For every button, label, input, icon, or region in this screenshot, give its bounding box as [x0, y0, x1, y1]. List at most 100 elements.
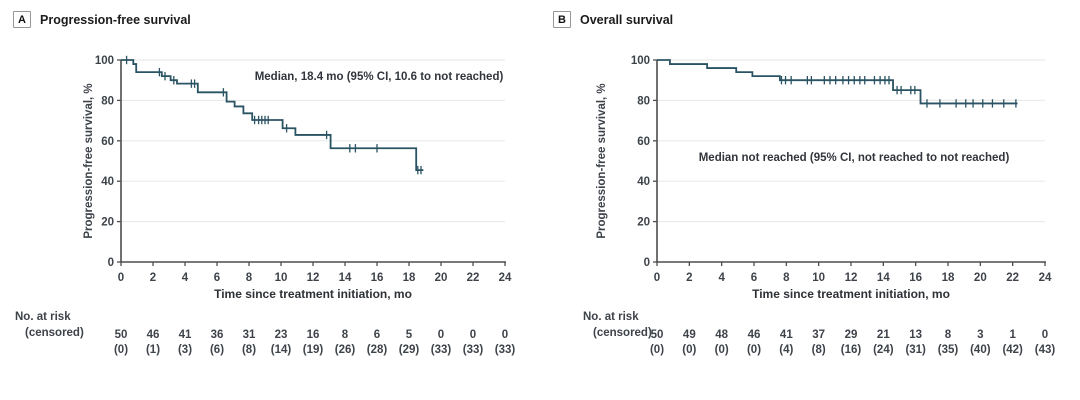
risk-at-risk-value: 0	[502, 329, 508, 341]
risk-censored-value: (0)	[650, 344, 664, 356]
panel-a-no-at-risk-label: No. at risk	[15, 311, 71, 323]
risk-censored-value: (0)	[114, 344, 128, 356]
panel-a-x-axis-label: Time since treatment initiation, mo	[214, 287, 412, 301]
risk-at-risk-value: 50	[651, 329, 664, 341]
x-tick-label: 18	[942, 272, 955, 284]
x-tick-label: 12	[307, 272, 320, 284]
x-tick-label: 22	[1006, 272, 1019, 284]
risk-at-risk-value: 0	[438, 329, 444, 341]
x-tick-label: 18	[403, 272, 416, 284]
risk-censored-value: (33)	[463, 344, 484, 356]
risk-censored-value: (8)	[812, 344, 826, 356]
y-tick-label: 60	[101, 136, 114, 148]
panel-b-letter-badge: B	[553, 11, 571, 28]
x-tick-label: 22	[467, 272, 480, 284]
risk-at-risk-value: 8	[342, 329, 349, 341]
risk-censored-value: (3)	[178, 344, 192, 356]
y-tick-label: 20	[101, 217, 114, 229]
panel-b-header: B Overall survival	[553, 11, 673, 28]
risk-at-risk-value: 21	[877, 329, 890, 341]
risk-at-risk-value: 50	[115, 329, 128, 341]
panel-b-title: Overall survival	[580, 12, 674, 27]
risk-censored-value: (28)	[367, 344, 388, 356]
risk-censored-value: (8)	[242, 344, 256, 356]
risk-censored-value: (43)	[1035, 344, 1056, 356]
risk-censored-value: (0)	[682, 344, 696, 356]
x-tick-label: 16	[909, 272, 922, 284]
x-tick-label: 14	[877, 272, 890, 284]
risk-at-risk-value: 3	[977, 329, 983, 341]
x-tick-label: 10	[275, 272, 288, 284]
risk-censored-value: (33)	[495, 344, 516, 356]
risk-at-risk-value: 8	[945, 329, 952, 341]
panel-a-censored-label: (censored)	[25, 327, 84, 339]
y-tick-label: 0	[644, 257, 650, 269]
x-tick-label: 2	[686, 272, 692, 284]
y-tick-label: 20	[637, 217, 650, 229]
x-tick-label: 20	[974, 272, 987, 284]
y-tick-label: 100	[631, 55, 650, 67]
risk-at-risk-value: 16	[307, 329, 320, 341]
y-tick-label: 100	[95, 55, 114, 67]
risk-censored-value: (29)	[399, 344, 420, 356]
km-curve	[121, 59, 424, 171]
risk-at-risk-value: 31	[243, 329, 256, 341]
x-tick-label: 16	[371, 272, 384, 284]
y-tick-label: 40	[101, 176, 114, 188]
risk-at-risk-value: 49	[683, 329, 696, 341]
risk-at-risk-value: 29	[845, 329, 858, 341]
panel-a-title: Progression-free survival	[40, 12, 191, 27]
panel-a-median-annotation: Median, 18.4 mo (95% CI, 10.6 to not rea…	[254, 71, 504, 83]
risk-at-risk-value: 48	[715, 329, 728, 341]
panel-overall-survival: B Overall survival Progression-free surv…	[540, 0, 1080, 400]
x-tick-label: 24	[1039, 272, 1052, 284]
km-curve	[657, 59, 1018, 105]
y-tick-label: 60	[637, 136, 650, 148]
x-tick-label: 14	[339, 272, 352, 284]
risk-at-risk-value: 41	[179, 329, 192, 341]
risk-censored-value: (0)	[747, 344, 761, 356]
risk-censored-value: (6)	[210, 344, 224, 356]
x-tick-label: 2	[150, 272, 156, 284]
x-tick-label: 20	[435, 272, 448, 284]
risk-censored-value: (0)	[715, 344, 729, 356]
x-tick-label: 12	[845, 272, 858, 284]
risk-at-risk-value: 5	[406, 329, 413, 341]
risk-at-risk-value: 1	[1009, 329, 1016, 341]
risk-censored-value: (24)	[873, 344, 894, 356]
x-tick-label: 10	[812, 272, 825, 284]
risk-at-risk-value: 46	[147, 329, 160, 341]
risk-censored-value: (4)	[779, 344, 793, 356]
x-tick-label: 8	[783, 272, 790, 284]
risk-at-risk-value: 13	[909, 329, 922, 341]
risk-at-risk-value: 6	[374, 329, 380, 341]
risk-at-risk-value: 36	[211, 329, 224, 341]
risk-censored-value: (16)	[841, 344, 862, 356]
panel-progression-free-survival: A Progression-free survival Progression-…	[13, 11, 516, 356]
risk-at-risk-value: 37	[812, 329, 825, 341]
x-tick-label: 4	[182, 272, 189, 284]
panel-a-letter-badge: A	[13, 11, 31, 28]
y-tick-label: 40	[637, 176, 650, 188]
x-tick-label: 6	[214, 272, 220, 284]
risk-at-risk-value: 46	[748, 329, 761, 341]
x-tick-label: 24	[499, 272, 512, 284]
y-tick-label: 0	[108, 257, 114, 269]
x-tick-label: 0	[118, 272, 124, 284]
panel-a-header: A Progression-free survival	[13, 11, 191, 28]
risk-at-risk-value: 0	[1042, 329, 1048, 341]
panel-b-median-annotation: Median not reached (95% CI, not reached …	[698, 152, 1010, 164]
x-tick-label: 6	[751, 272, 757, 284]
risk-at-risk-value: 23	[275, 329, 288, 341]
risk-censored-value: (42)	[1002, 344, 1023, 356]
x-tick-label: 0	[654, 272, 660, 284]
risk-censored-value: (1)	[146, 344, 160, 356]
risk-censored-value: (31)	[905, 344, 926, 356]
risk-censored-value: (35)	[938, 344, 959, 356]
panel-b-no-at-risk-label: No. at risk	[583, 311, 639, 323]
panel-b-censored-label: (censored)	[593, 327, 652, 339]
risk-censored-value: (14)	[271, 344, 292, 356]
